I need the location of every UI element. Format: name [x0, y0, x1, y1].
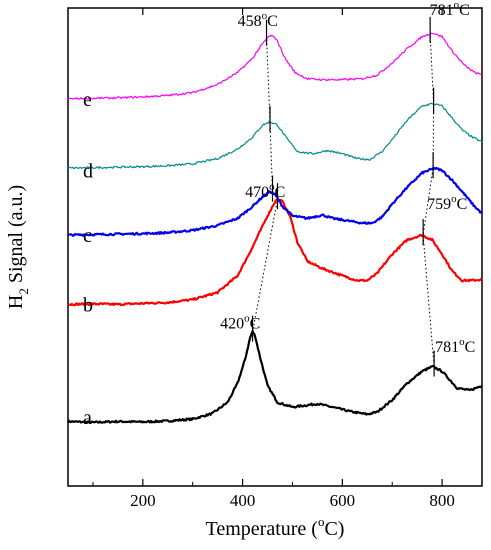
peak-annotation-sup: o [269, 181, 275, 193]
x-tick-label-200: 200 [130, 491, 156, 510]
x-axis-title-suffix: C) [324, 518, 344, 540]
curve-label-d: d [83, 161, 93, 183]
series-line-e [67, 32, 483, 100]
peak-annotation-value: 759 [427, 196, 451, 213]
peak-markers [251, 16, 435, 377]
peak-annotation-4: 420oC [220, 312, 260, 332]
annotations-layer: 458oC781oC470oC759oC420oC781oC [220, 0, 475, 356]
peak-annotation-value: 470 [245, 184, 269, 201]
series-layer [67, 32, 483, 425]
peak-annotation-value: 781 [435, 339, 459, 356]
peak-annotation-0: 458oC [238, 10, 278, 30]
series-line-a [67, 330, 483, 425]
x-tick-label-400: 400 [230, 491, 256, 510]
series-line-c [67, 166, 483, 237]
peak-annotation-unit: C [465, 339, 476, 356]
y-axis-title-sub: 2 [16, 288, 31, 295]
peak-annotation-sup: o [262, 10, 268, 22]
peak-annotation-1: 781oC [430, 0, 470, 19]
x-axis: 200 400 600 800 [92, 8, 455, 510]
peak-annotation-sup: o [244, 312, 250, 324]
peak-annotation-3: 759oC [427, 193, 467, 213]
x-axis-title-sup: o [318, 514, 325, 529]
peak-annotation-sup: o [451, 193, 457, 205]
y-axis-title: H2 Signal (a.u.) [5, 185, 31, 309]
peak-annotation-unit: C [267, 13, 278, 30]
curve-label-e: e [83, 89, 92, 111]
curve-label-b: b [83, 295, 93, 317]
x-tick-label-600: 600 [330, 491, 356, 510]
x-axis-title: Temperature (oC) [206, 514, 345, 540]
peak-annotation-unit: C [459, 2, 470, 19]
x-axis-title-prefix: Temperature ( [206, 518, 319, 540]
plot-frame [67, 7, 483, 487]
peak-annotation-unit: C [250, 315, 261, 332]
curve-labels: a b c d e [83, 89, 93, 429]
series-line-b [67, 197, 483, 307]
y-axis-title-rest: Signal (a.u.) [5, 185, 27, 288]
peak-annotation-value: 420 [220, 315, 244, 332]
peak-annotation-sup: o [454, 0, 460, 11]
curve-label-a: a [83, 407, 92, 429]
peak-annotation-unit: C [275, 184, 286, 201]
peak-annotation-2: 470oC [245, 181, 285, 201]
y-axis-title-main: H [5, 295, 27, 309]
curve-label-c: c [83, 225, 92, 247]
peak-annotation-unit: C [457, 196, 468, 213]
peak-annotation-sup: o [459, 336, 465, 348]
peak-annotation-value: 458 [238, 13, 262, 30]
series-line-d [67, 102, 483, 170]
x-tick-label-800: 800 [429, 491, 455, 510]
peak-annotation-5: 781oC [435, 336, 475, 356]
